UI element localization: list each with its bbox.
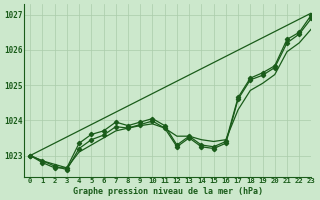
- X-axis label: Graphe pression niveau de la mer (hPa): Graphe pression niveau de la mer (hPa): [73, 187, 263, 196]
